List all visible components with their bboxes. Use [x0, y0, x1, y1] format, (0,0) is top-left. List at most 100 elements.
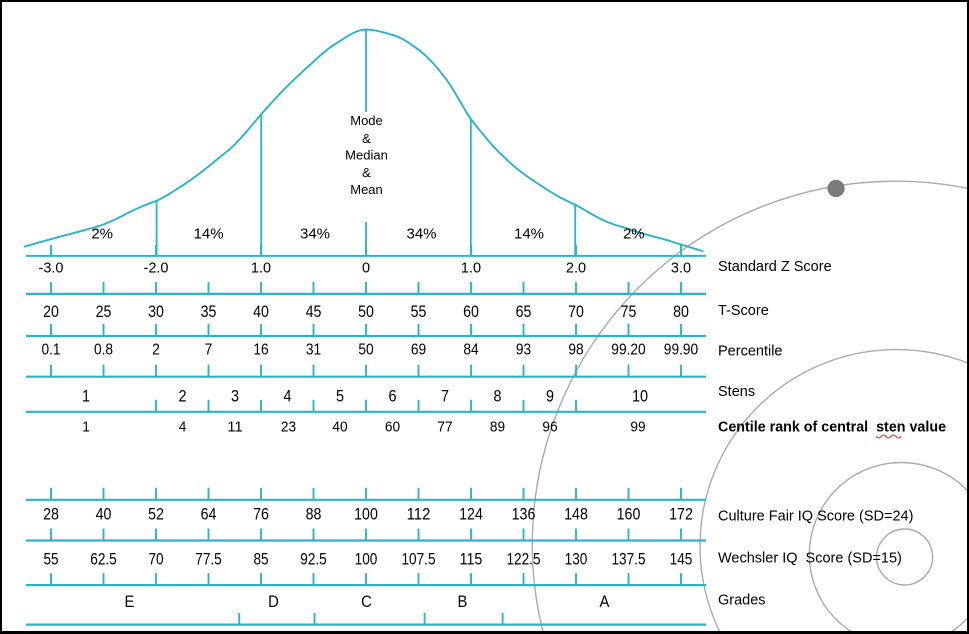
- svg-text:64: 64: [201, 506, 217, 524]
- svg-text:14%: 14%: [194, 226, 224, 243]
- svg-text:16: 16: [253, 342, 268, 359]
- svg-text:0: 0: [362, 261, 370, 277]
- svg-text:40: 40: [253, 303, 269, 321]
- svg-text:2%: 2%: [623, 226, 645, 243]
- svg-text:30: 30: [148, 303, 164, 321]
- svg-text:2: 2: [152, 342, 160, 359]
- svg-text:Mean: Mean: [350, 182, 383, 197]
- svg-text:100: 100: [355, 550, 378, 568]
- svg-text:0.1: 0.1: [41, 342, 60, 359]
- svg-text:122.5: 122.5: [507, 550, 541, 568]
- svg-text:A: A: [600, 592, 611, 611]
- svg-text:98: 98: [568, 342, 583, 359]
- svg-text:40: 40: [96, 506, 112, 524]
- svg-text:55: 55: [411, 303, 427, 321]
- svg-text:77: 77: [437, 418, 452, 435]
- svg-text:45: 45: [306, 303, 322, 321]
- svg-text:23: 23: [281, 418, 296, 435]
- svg-text:&: &: [362, 131, 371, 146]
- svg-text:80: 80: [673, 303, 689, 321]
- svg-text:92.5: 92.5: [300, 550, 327, 568]
- svg-text:60: 60: [463, 303, 479, 321]
- svg-text:Median: Median: [345, 147, 388, 162]
- svg-text:Grades: Grades: [718, 593, 766, 609]
- svg-text:11: 11: [227, 418, 242, 435]
- svg-text:14%: 14%: [514, 226, 544, 243]
- svg-text:6: 6: [389, 387, 397, 406]
- svg-text:70: 70: [568, 303, 584, 321]
- svg-text:60: 60: [385, 418, 400, 435]
- svg-text:148: 148: [564, 506, 588, 524]
- svg-text:34%: 34%: [406, 226, 436, 243]
- svg-text:69: 69: [411, 342, 426, 359]
- svg-text:96: 96: [542, 418, 557, 435]
- svg-text:9: 9: [546, 387, 554, 406]
- svg-text:84: 84: [463, 342, 478, 359]
- svg-text:D: D: [268, 592, 279, 611]
- svg-text:136: 136: [512, 506, 536, 524]
- svg-text:160: 160: [617, 506, 641, 524]
- svg-text:2: 2: [179, 387, 187, 406]
- svg-text:99: 99: [630, 418, 645, 435]
- svg-text:99.20: 99.20: [611, 342, 645, 359]
- svg-text:65: 65: [516, 303, 532, 321]
- svg-text:E: E: [125, 592, 135, 611]
- svg-text:62.5: 62.5: [90, 550, 117, 568]
- svg-text:Wechsler IQ Score (SD=15): Wechsler IQ Score (SD=15): [718, 550, 902, 566]
- svg-text:130: 130: [565, 550, 588, 568]
- svg-text:70: 70: [148, 550, 163, 568]
- svg-text:31: 31: [306, 342, 321, 359]
- svg-text:4: 4: [284, 387, 292, 406]
- svg-text:99.90: 99.90: [664, 342, 698, 359]
- svg-text:Centile rank of central sten: Centile rank of central sten value: [718, 419, 946, 435]
- svg-text:&: &: [362, 165, 371, 180]
- svg-text:34%: 34%: [300, 226, 330, 243]
- svg-text:-2.0: -2.0: [144, 261, 169, 277]
- svg-text:112: 112: [407, 506, 431, 524]
- svg-text:100: 100: [354, 506, 378, 524]
- svg-text:145: 145: [670, 550, 693, 568]
- svg-text:77.5: 77.5: [195, 550, 222, 568]
- svg-text:93: 93: [516, 342, 531, 359]
- svg-text:C: C: [361, 592, 372, 611]
- svg-text:2%: 2%: [91, 226, 113, 243]
- svg-text:1.0: 1.0: [251, 261, 271, 277]
- svg-text:75: 75: [621, 303, 637, 321]
- svg-text:3: 3: [231, 387, 239, 406]
- svg-text:76: 76: [253, 506, 269, 524]
- svg-text:124: 124: [459, 506, 483, 524]
- svg-text:20: 20: [43, 303, 59, 321]
- svg-text:1: 1: [82, 418, 90, 435]
- svg-text:7: 7: [441, 387, 449, 406]
- svg-text:7: 7: [205, 342, 213, 359]
- svg-text:1.0: 1.0: [461, 261, 481, 277]
- svg-text:5: 5: [336, 387, 344, 406]
- svg-text:Mode: Mode: [350, 113, 383, 128]
- svg-text:3.0: 3.0: [671, 261, 691, 277]
- svg-text:28: 28: [43, 506, 59, 524]
- svg-text:137.5: 137.5: [612, 550, 646, 568]
- svg-text:35: 35: [201, 303, 217, 321]
- svg-text:85: 85: [253, 550, 268, 568]
- svg-text:4: 4: [179, 418, 187, 435]
- svg-text:50: 50: [358, 342, 373, 359]
- svg-text:8: 8: [494, 387, 502, 406]
- svg-text:2.0: 2.0: [566, 261, 586, 277]
- svg-text:10: 10: [632, 387, 648, 406]
- svg-text:115: 115: [460, 550, 483, 568]
- svg-text:0.8: 0.8: [94, 342, 113, 359]
- svg-text:1: 1: [82, 387, 90, 406]
- svg-text:T-Score: T-Score: [718, 303, 769, 319]
- svg-text:Standard Z Score: Standard Z Score: [718, 259, 832, 275]
- svg-text:25: 25: [96, 303, 112, 321]
- svg-text:Stens: Stens: [718, 384, 755, 400]
- svg-text:-3.0: -3.0: [39, 261, 64, 277]
- svg-text:50: 50: [358, 303, 374, 321]
- svg-text:Culture Fair IQ Score (SD=24): Culture Fair IQ Score (SD=24): [718, 508, 913, 524]
- svg-text:88: 88: [306, 506, 322, 524]
- svg-text:172: 172: [669, 506, 693, 524]
- svg-text:107.5: 107.5: [402, 550, 436, 568]
- svg-text:89: 89: [490, 418, 505, 435]
- svg-text:52: 52: [148, 506, 164, 524]
- svg-text:Percentile: Percentile: [718, 343, 782, 359]
